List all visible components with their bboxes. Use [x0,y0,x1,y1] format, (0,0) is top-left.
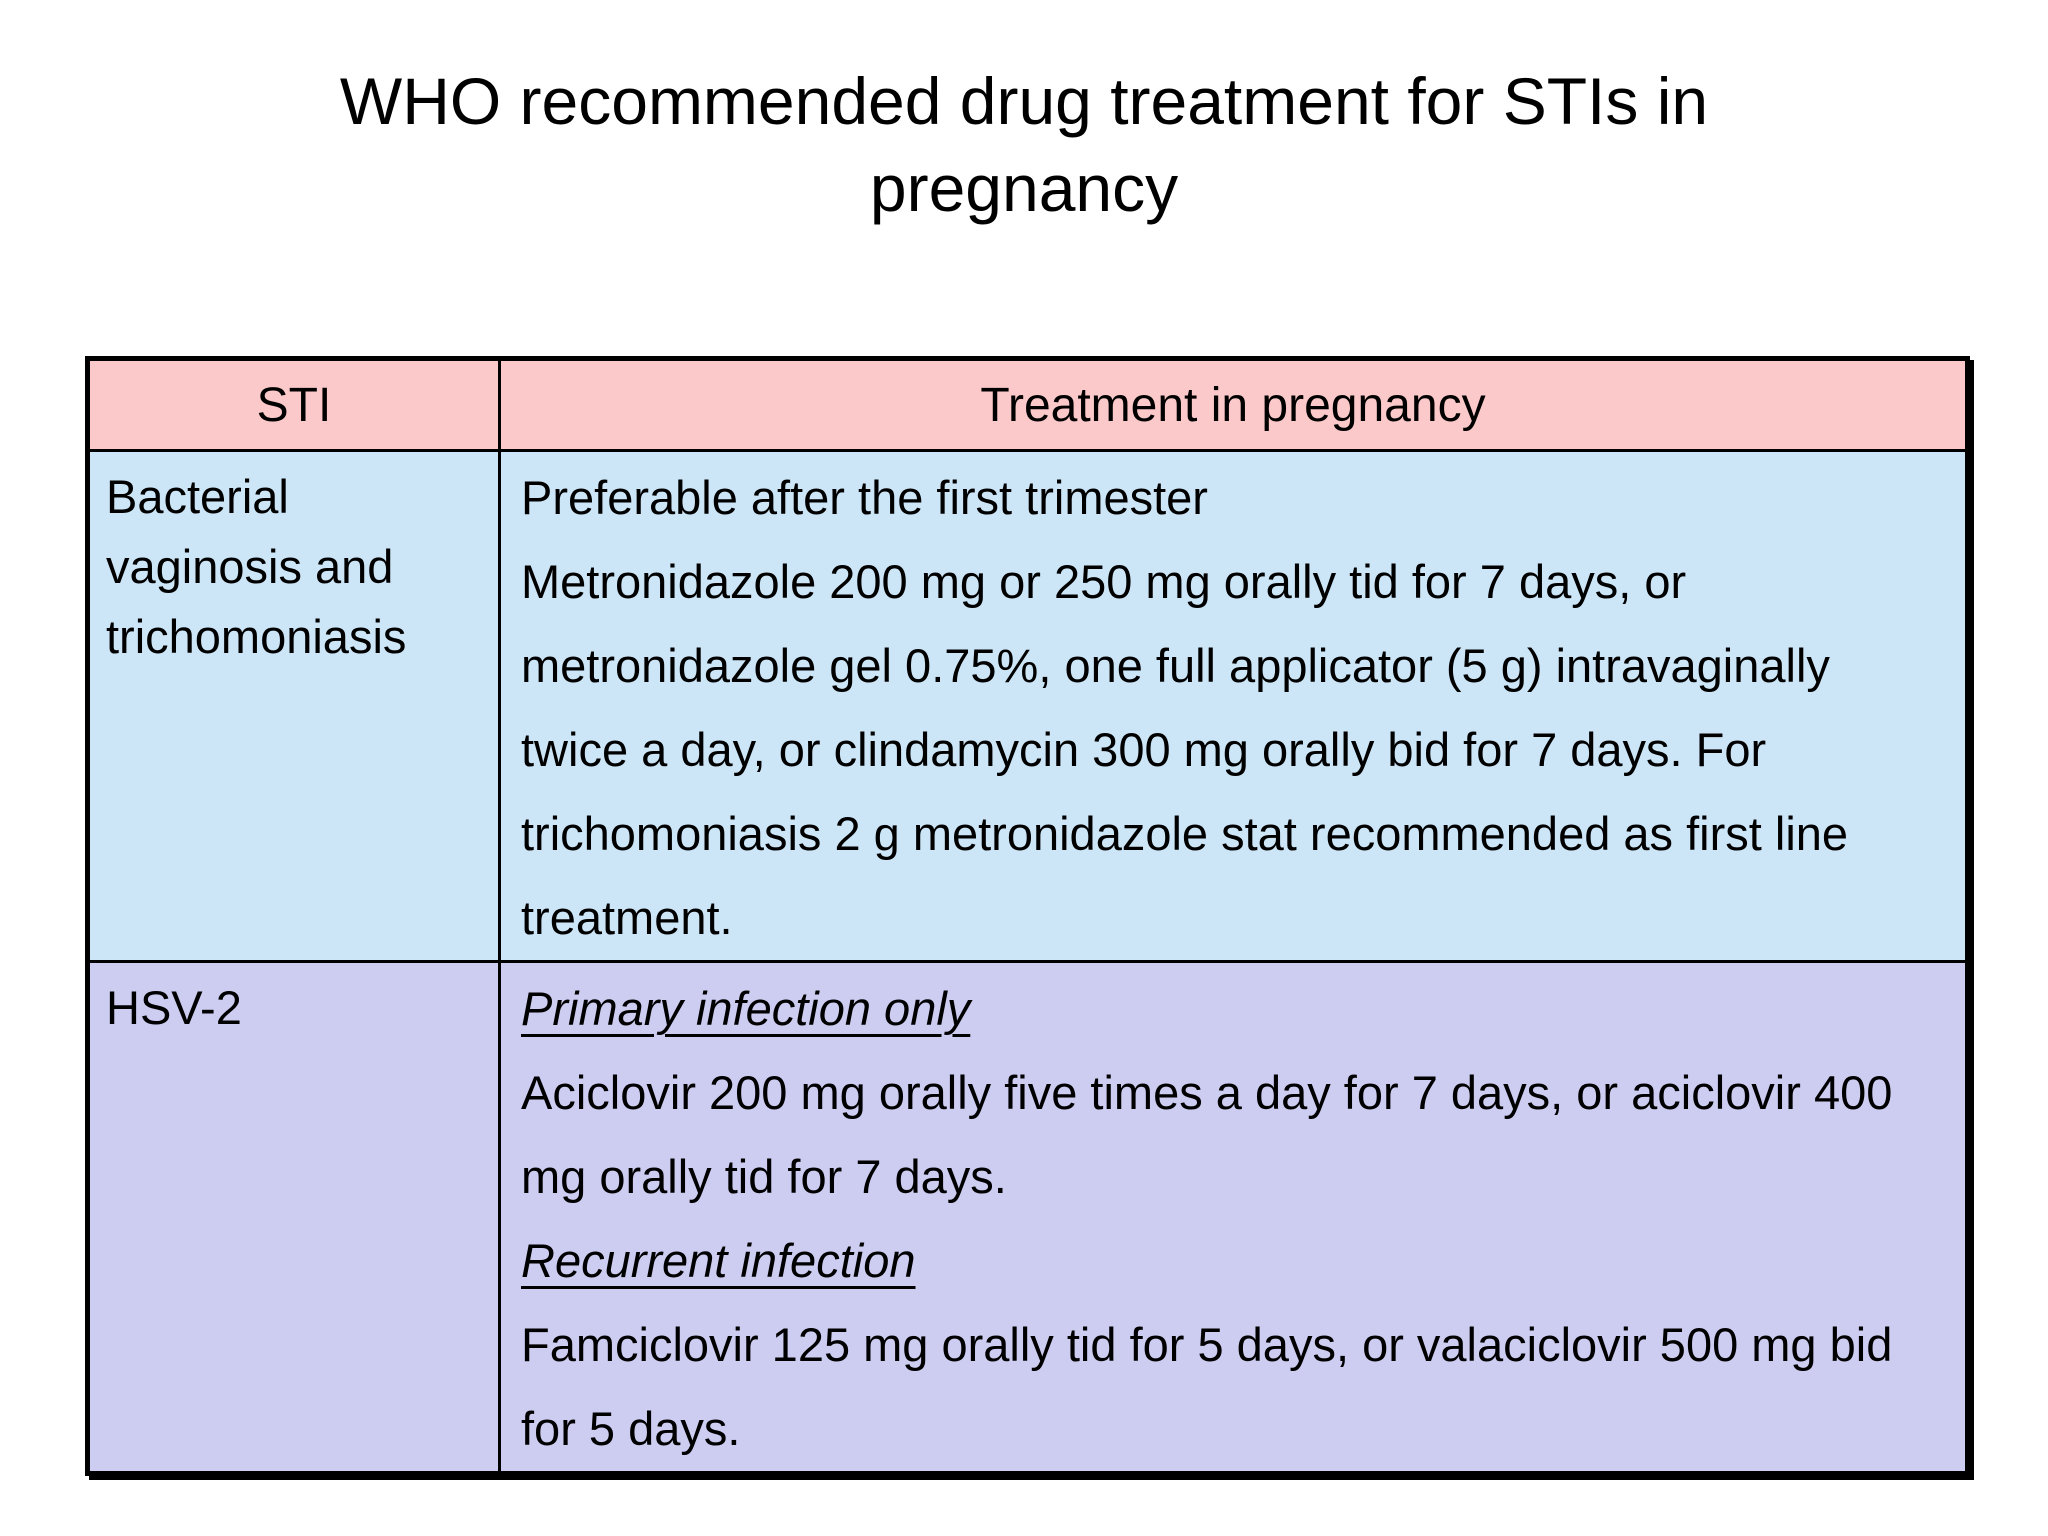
treatment-cell-hsv2: Primary infection only Aciclovir 200 mg … [498,960,1969,1475]
slide-title: WHO recommended drug treatment for STIs … [339,64,1709,226]
treatment-cell-bacterial-vaginosis: Preferable after the first trimester Met… [498,449,1969,963]
heading-primary-infection: Primary infection only [521,982,971,1035]
treatment-note-first-trimester: Preferable after the first trimester [521,471,1208,524]
treatment-detail-recurrent-infection: Famciclovir 125 mg orally tid for 5 days… [521,1318,1893,1455]
header-cell-sti: STI [86,357,501,452]
table-row-hsv2: HSV-2 Primary infection only Aciclovir 2… [86,960,1969,1475]
header-cell-treatment: Treatment in pregnancy [498,357,1969,452]
sti-cell-bacterial-vaginosis: Bacterial vaginosis and trichomoniasis [86,449,501,963]
sti-cell-hsv2: HSV-2 [86,960,501,1475]
treatment-detail-bacterial-vaginosis: Metronidazole 200 mg or 250 mg orally ti… [521,555,1849,944]
table-row-bacterial-vaginosis: Bacterial vaginosis and trichomoniasis P… [86,449,1969,963]
treatment-detail-primary-infection: Aciclovir 200 mg orally five times a day… [521,1066,1893,1203]
sti-treatment-table: STI Treatment in pregnancy Bacterial vag… [85,356,1970,1476]
heading-recurrent-infection: Recurrent infection [521,1234,916,1287]
table-header-row: STI Treatment in pregnancy [86,357,1969,452]
